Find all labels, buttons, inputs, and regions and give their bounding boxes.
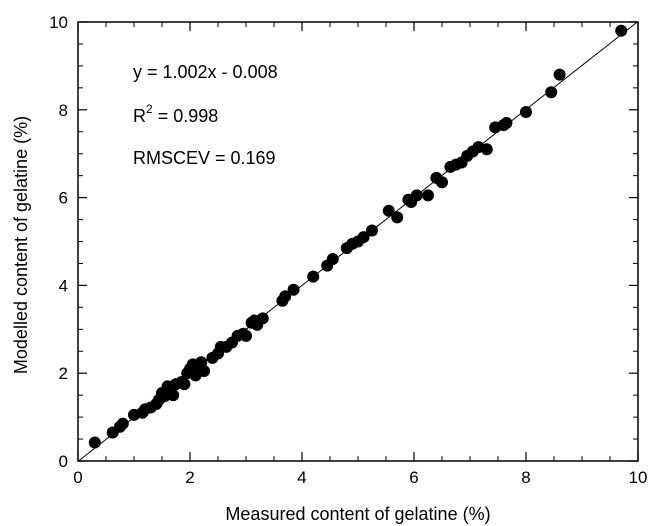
- data-point: [436, 176, 448, 189]
- y-tick-label: 0: [59, 452, 68, 471]
- data-point: [553, 68, 566, 81]
- x-tick-label: 2: [185, 468, 194, 487]
- r2-prefix: R: [133, 106, 146, 126]
- y-tick-label: 6: [59, 189, 68, 208]
- x-tick-label: 6: [409, 468, 418, 487]
- data-point: [287, 283, 300, 296]
- x-tick-label: 10: [629, 468, 648, 487]
- data-point: [382, 204, 395, 217]
- y-tick-label: 8: [59, 101, 68, 120]
- data-point: [240, 329, 252, 342]
- data-point: [366, 224, 378, 237]
- y-tick-label: 10: [49, 13, 68, 32]
- r2-annotation: R2 = 0.998: [133, 102, 218, 126]
- data-point: [178, 378, 191, 391]
- data-point: [615, 24, 628, 37]
- x-axis-label: Measured content of gelatine (%): [225, 504, 490, 524]
- rmscev-annotation: RMSCEV = 0.169: [133, 148, 276, 168]
- data-point: [326, 253, 339, 266]
- data-point: [307, 270, 320, 283]
- data-point: [256, 312, 269, 325]
- y-tick-label: 4: [59, 276, 68, 295]
- r2-value: = 0.998: [153, 106, 219, 126]
- x-tick-label: 4: [297, 468, 306, 487]
- data-point: [422, 189, 434, 202]
- data-point: [410, 189, 423, 202]
- data-point: [88, 436, 101, 449]
- data-point: [357, 231, 370, 244]
- equation-annotation: y = 1.002x - 0.008: [133, 62, 278, 82]
- data-point: [279, 290, 292, 303]
- data-point: [520, 105, 532, 118]
- data-point: [167, 389, 180, 402]
- x-tick-label: 0: [73, 468, 82, 487]
- data-point: [480, 143, 493, 156]
- data-point: [116, 417, 129, 430]
- y-tick-label: 2: [59, 364, 68, 383]
- data-point: [500, 116, 513, 129]
- data-point: [198, 365, 210, 378]
- x-tick-label: 8: [521, 468, 530, 487]
- data-point: [545, 86, 558, 99]
- y-axis-label: Modelled content of gelatine (%): [11, 116, 31, 374]
- r2-superscript: 2: [146, 102, 153, 116]
- data-point: [391, 211, 404, 224]
